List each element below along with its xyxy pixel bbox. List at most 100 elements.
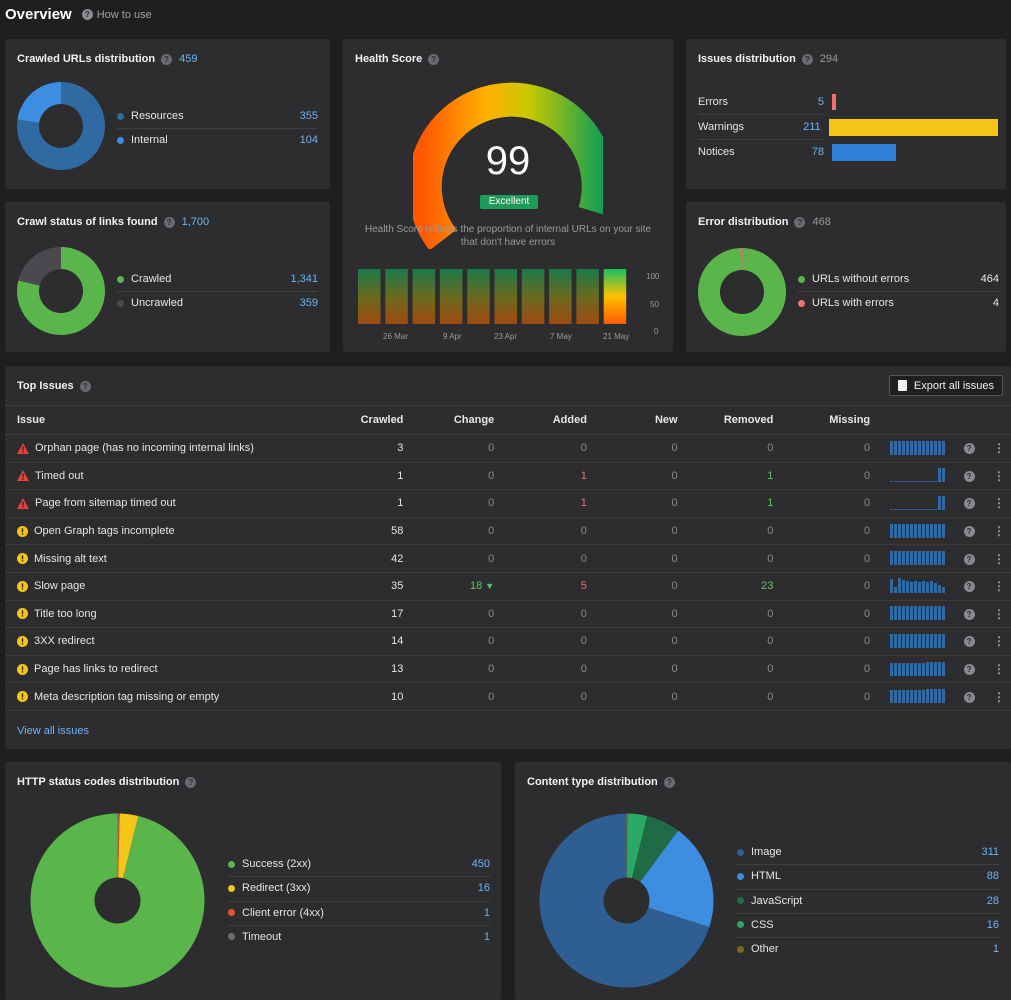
legend-html[interactable]: HTML 88 [737,864,999,888]
help-icon[interactable]: ? [801,53,813,65]
issue-name[interactable]: Missing alt text [34,552,107,565]
missing-count[interactable]: 0 [779,572,877,601]
crawled-count[interactable]: 1 [343,462,410,491]
help-icon[interactable]: ? [963,608,975,620]
total-count[interactable]: 1,700 [181,216,210,228]
help-icon[interactable]: ? [963,470,975,482]
help-icon[interactable]: ? [161,53,173,65]
change-cell[interactable]: 0 [409,544,501,573]
crawled-count[interactable]: 3 [343,434,410,463]
added-count[interactable]: 0 [500,627,593,656]
missing-count[interactable]: 0 [779,544,877,573]
issues-row-warnings[interactable]: Warnings 211 [698,116,998,138]
missing-count[interactable]: 0 [779,517,877,546]
legend-urls-without-errors[interactable]: URLs without errors 464 [798,267,999,291]
new-count[interactable]: 0 [592,489,684,518]
legend-uncrawled[interactable]: Uncrawled 359 [117,291,318,315]
change-cell[interactable]: 0 [409,627,501,656]
donut-slice-other[interactable] [626,813,628,878]
added-count[interactable]: 0 [500,517,593,546]
help-icon[interactable]: ? [163,216,175,228]
donut-slice-urls-without-errors[interactable] [698,248,786,336]
new-count[interactable]: 0 [592,544,684,573]
health-history-bar[interactable] [358,269,381,324]
issue-name[interactable]: 3XX redirect [34,635,95,648]
table-row[interactable]: Missing alt text 42 0 0 0 0 0 ? ⋮ [5,544,1011,573]
added-count[interactable]: 0 [500,434,593,463]
legend-urls-with-errors[interactable]: URLs with errors 4 [798,291,999,315]
help-icon[interactable]: ? [963,691,975,703]
health-history-bar[interactable] [385,269,408,324]
col-removed[interactable]: Removed [683,405,780,435]
help-icon[interactable]: ? [963,636,975,648]
added-count[interactable]: 0 [500,655,593,684]
change-cell[interactable]: 0 [409,682,501,711]
help-icon[interactable]: ? [963,553,975,565]
legend-resources[interactable]: Resources 355 [117,104,318,128]
health-history-bar[interactable] [439,269,463,324]
new-count[interactable]: 0 [592,462,684,491]
donut-slice-javascript[interactable] [631,816,679,883]
missing-count[interactable]: 0 [779,434,877,463]
new-count[interactable]: 0 [592,434,684,463]
more-options-icon[interactable]: ⋮ [993,468,1005,483]
health-history-bar[interactable] [467,269,490,324]
change-cell[interactable]: 18 ▼ [409,572,501,601]
donut-slice-redirect-3xx-[interactable] [118,813,139,879]
help-icon[interactable]: ? [963,443,975,455]
missing-count[interactable]: 0 [779,489,877,518]
issue-name[interactable]: Orphan page (has no incoming internal li… [35,442,254,455]
removed-count[interactable]: 1 [683,489,780,518]
missing-count[interactable]: 0 [779,600,877,629]
issue-name[interactable]: Page has links to redirect [34,663,158,676]
crawled-count[interactable]: 14 [343,627,410,656]
help-icon[interactable]: ? [963,526,975,538]
help-icon[interactable]: ? [428,53,440,65]
health-history-bar[interactable] [521,269,545,324]
legend-other[interactable]: Other 1 [737,937,999,961]
issue-name[interactable]: Meta description tag missing or empty [34,690,220,703]
new-count[interactable]: 0 [592,627,684,656]
removed-count[interactable]: 1 [683,462,780,491]
more-options-icon[interactable]: ⋮ [993,496,1005,511]
removed-count[interactable]: 0 [683,655,780,684]
donut-slice-uncrawled[interactable] [18,247,62,286]
removed-count[interactable]: 0 [683,517,780,546]
crawled-count[interactable]: 35 [343,572,410,601]
table-row[interactable]: Open Graph tags incomplete 58 0 0 0 0 0 … [5,517,1011,546]
export-all-issues-button[interactable]: Export all issues [888,375,1003,396]
new-count[interactable]: 0 [592,600,684,629]
help-icon[interactable]: ? [963,664,975,676]
new-count[interactable]: 0 [592,517,684,546]
total-count[interactable]: 459 [179,53,198,65]
legend-internal[interactable]: Internal 104 [117,128,318,152]
legend-timeout[interactable]: Timeout 1 [228,925,490,949]
donut-slice-success-2xx-[interactable] [30,813,205,988]
crawled-count[interactable]: 13 [343,655,410,684]
more-options-icon[interactable]: ⋮ [993,606,1005,621]
legend-success-2xx[interactable]: Success (2xx) 450 [228,852,490,876]
legend-crawled[interactable]: Crawled 1,341 [117,267,318,291]
new-count[interactable]: 0 [592,655,684,684]
crawled-count[interactable]: 1 [343,489,410,518]
removed-count[interactable]: 23 [683,572,780,601]
removed-count[interactable]: 0 [683,627,780,656]
more-options-icon[interactable]: ⋮ [993,689,1005,704]
more-options-icon[interactable]: ⋮ [993,579,1005,594]
issues-row-errors[interactable]: Errors 5 [698,91,998,113]
added-count[interactable]: 1 [500,489,593,518]
change-cell[interactable]: 0 [409,462,501,491]
table-row[interactable]: Title too long 17 0 0 0 0 0 ? ⋮ [5,600,1011,629]
change-cell[interactable]: 0 [409,600,501,629]
issue-name[interactable]: Slow page [34,580,86,593]
change-cell[interactable]: 0 [409,434,501,463]
new-count[interactable]: 0 [592,572,684,601]
missing-count[interactable]: 0 [779,682,877,711]
added-count[interactable]: 0 [500,600,593,629]
crawled-count[interactable]: 10 [343,682,410,711]
donut-slice-client-error-4xx-[interactable] [117,813,120,878]
help-icon[interactable]: ? [663,776,675,788]
table-row[interactable]: Orphan page (has no incoming internal li… [5,434,1011,463]
health-history-bar[interactable] [494,269,518,324]
donut-slice-urls-with-errors[interactable] [740,248,743,271]
